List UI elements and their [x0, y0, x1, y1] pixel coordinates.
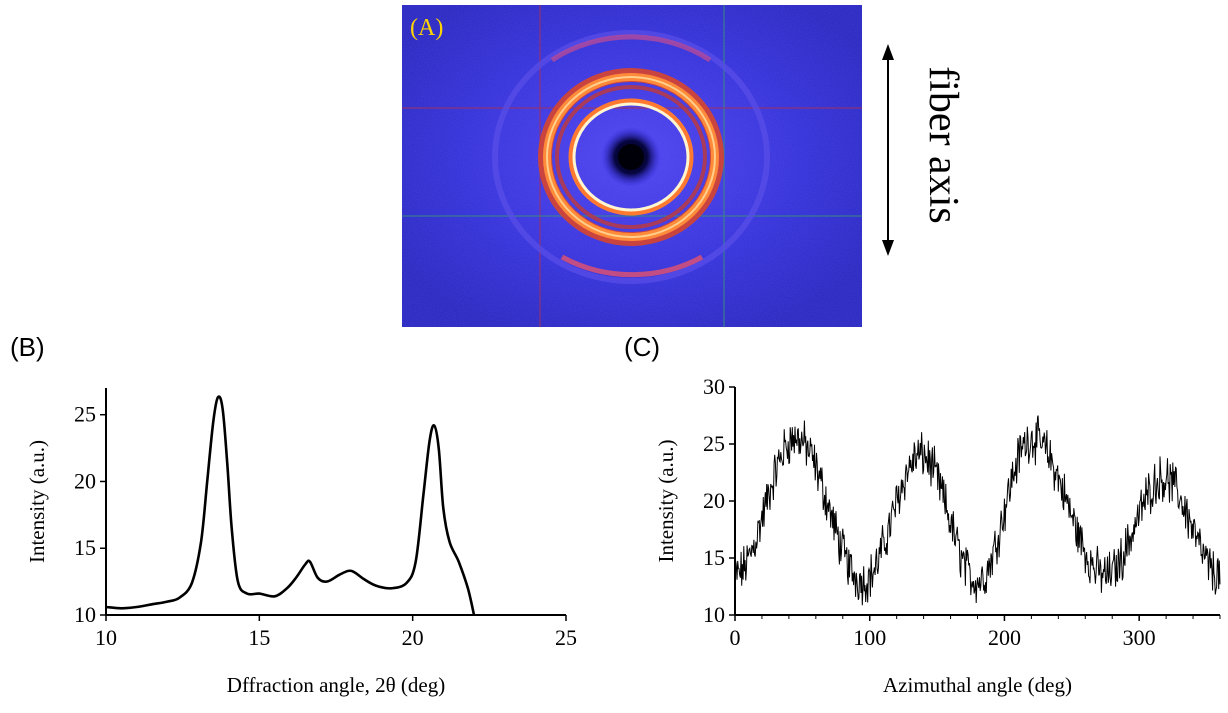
x-tick-label: 15: [248, 625, 270, 650]
series-line-azimuthal: [734, 415, 1221, 606]
y-tick-label: 15: [74, 535, 96, 560]
x-tick-label: 300: [1123, 625, 1156, 650]
inner-ring-core: [572, 102, 690, 212]
main-ring-core: [546, 76, 716, 238]
y-tick-label: 20: [74, 468, 96, 493]
y-tick-label: 30: [703, 374, 725, 399]
panel-c-label: (C): [624, 332, 660, 362]
panel-b-label: (B): [10, 332, 45, 362]
x-tick-label: 25: [555, 625, 577, 650]
x-tick-label: 100: [853, 625, 886, 650]
series-line-diffraction: [105, 395, 476, 616]
x-axis-title: Azimuthal angle (deg): [883, 673, 1072, 697]
y-tick-label: 10: [74, 602, 96, 627]
y-tick-label: 20: [703, 488, 725, 513]
beamstop: [618, 144, 644, 170]
y-axis-title: Intensity (a.u.): [654, 439, 678, 562]
outer-arc-bottom: [560, 254, 704, 278]
y-tick-label: 25: [74, 402, 96, 427]
y-tick-label: 10: [703, 602, 725, 627]
x-tick-label: 20: [402, 625, 424, 650]
inner-ring: [568, 98, 694, 216]
outer-faint-ring: [492, 30, 770, 284]
y-tick-label: 25: [703, 431, 725, 456]
diffraction-pattern-image: (A): [402, 5, 862, 327]
chart-b: 10 15 20 25 10 15 20 25 Dffraction angle, 2θ (de…: [25, 388, 577, 697]
outer-arc-top: [550, 34, 712, 63]
mid-ring: [555, 85, 707, 229]
panel-a-label: (A): [410, 15, 443, 41]
y-axis-title: Intensity (a.u.): [25, 440, 49, 563]
x-axis-title: Dffraction angle, 2θ (deg): [227, 673, 445, 697]
x-tick-label: 10: [95, 625, 117, 650]
x-tick-label: 200: [988, 625, 1021, 650]
y-tick-label: 15: [703, 545, 725, 570]
fiber-axis-arrow: [882, 44, 894, 256]
x-tick-label: 0: [730, 625, 741, 650]
